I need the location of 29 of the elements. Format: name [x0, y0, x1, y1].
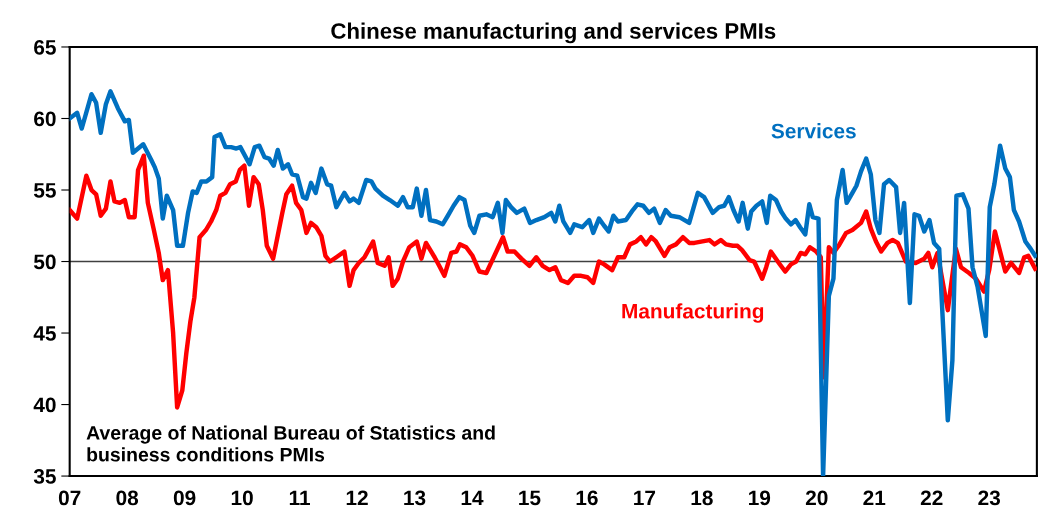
series-label: Manufacturing — [622, 303, 764, 323]
x-tick-label: 07 — [58, 490, 81, 506]
x-tick-label: 21 — [863, 490, 886, 506]
x-tick-label: 08 — [116, 490, 139, 506]
y-tick-label: 50 — [33, 254, 56, 270]
series-label: Services — [771, 123, 856, 139]
chart-title: Chinese manufacturing and services PMIs — [331, 22, 776, 44]
x-tick-label: 10 — [231, 490, 253, 506]
y-tick-label: 55 — [33, 183, 56, 198]
x-tick-label: 13 — [404, 490, 426, 506]
x-tick-label: 18 — [691, 490, 713, 506]
x-tick-label: 22 — [920, 490, 943, 506]
y-tick-label: 40 — [33, 397, 56, 413]
x-tick-label: 17 — [634, 490, 656, 506]
y-tick-label: 45 — [33, 326, 56, 341]
x-tick-label: 19 — [749, 490, 771, 506]
x-tick-label: 14 — [461, 490, 484, 506]
x-tick-label: 20 — [805, 490, 828, 506]
line-series — [69, 153, 1037, 410]
annotation: Average of National Bureau of Statistics and business conditions PMIs — [86, 425, 495, 462]
x-tick-label: 15 — [519, 490, 541, 506]
y-tick-label: 60 — [34, 111, 56, 127]
y-tick-label: 35 — [33, 469, 56, 484]
y-tick-label: 65 — [34, 39, 56, 55]
x-tick-label: 16 — [576, 490, 598, 506]
x-tick-label: 11 — [289, 490, 310, 506]
x-tick-label: 09 — [173, 490, 196, 506]
x-tick-label: 23 — [978, 490, 1001, 506]
x-tick-label: 12 — [346, 490, 368, 506]
